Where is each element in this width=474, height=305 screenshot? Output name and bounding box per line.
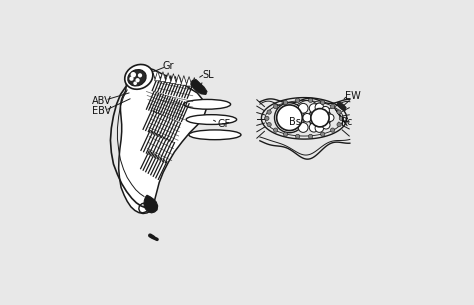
Circle shape — [330, 104, 335, 109]
Circle shape — [337, 123, 341, 127]
Text: Pc: Pc — [341, 117, 352, 127]
Ellipse shape — [128, 70, 146, 86]
Polygon shape — [170, 74, 176, 84]
Circle shape — [129, 77, 134, 81]
Polygon shape — [160, 72, 166, 82]
Text: Gr: Gr — [162, 61, 174, 70]
Circle shape — [283, 100, 288, 105]
Ellipse shape — [274, 103, 304, 133]
Circle shape — [136, 78, 140, 82]
Circle shape — [327, 114, 334, 121]
Ellipse shape — [189, 130, 241, 140]
Circle shape — [267, 123, 271, 127]
Circle shape — [277, 105, 302, 131]
Circle shape — [298, 103, 308, 113]
Polygon shape — [155, 71, 161, 81]
Circle shape — [315, 124, 324, 132]
Ellipse shape — [184, 99, 230, 109]
Circle shape — [309, 104, 319, 113]
Circle shape — [309, 134, 313, 138]
Polygon shape — [165, 73, 171, 83]
Text: SL: SL — [202, 70, 214, 80]
Circle shape — [130, 72, 136, 77]
Circle shape — [303, 113, 311, 122]
Circle shape — [320, 132, 325, 136]
Circle shape — [337, 110, 341, 114]
Text: GF: GF — [217, 119, 230, 128]
Text: ABV: ABV — [92, 96, 112, 106]
Circle shape — [265, 116, 269, 120]
Circle shape — [273, 128, 278, 132]
Circle shape — [298, 123, 308, 132]
Circle shape — [133, 81, 137, 85]
Polygon shape — [186, 77, 192, 86]
Text: Bs: Bs — [289, 117, 301, 127]
Polygon shape — [191, 77, 197, 87]
Circle shape — [315, 103, 324, 112]
Circle shape — [295, 134, 300, 138]
Circle shape — [322, 121, 330, 129]
Circle shape — [321, 106, 329, 114]
Ellipse shape — [309, 107, 331, 129]
Polygon shape — [175, 75, 182, 84]
Text: EBV: EBV — [92, 106, 111, 116]
Polygon shape — [191, 79, 207, 95]
Ellipse shape — [186, 115, 237, 124]
Polygon shape — [337, 102, 346, 110]
Circle shape — [339, 116, 344, 120]
Circle shape — [138, 73, 142, 77]
Circle shape — [273, 104, 278, 109]
Circle shape — [309, 98, 313, 102]
Ellipse shape — [125, 64, 153, 89]
Polygon shape — [181, 76, 187, 85]
Circle shape — [311, 109, 329, 127]
Circle shape — [283, 132, 288, 136]
Circle shape — [330, 128, 335, 132]
Circle shape — [267, 110, 271, 114]
Circle shape — [295, 98, 300, 102]
Circle shape — [309, 123, 319, 132]
Polygon shape — [118, 67, 207, 214]
Text: EW: EW — [345, 91, 361, 101]
Polygon shape — [144, 195, 158, 213]
Circle shape — [320, 100, 325, 105]
